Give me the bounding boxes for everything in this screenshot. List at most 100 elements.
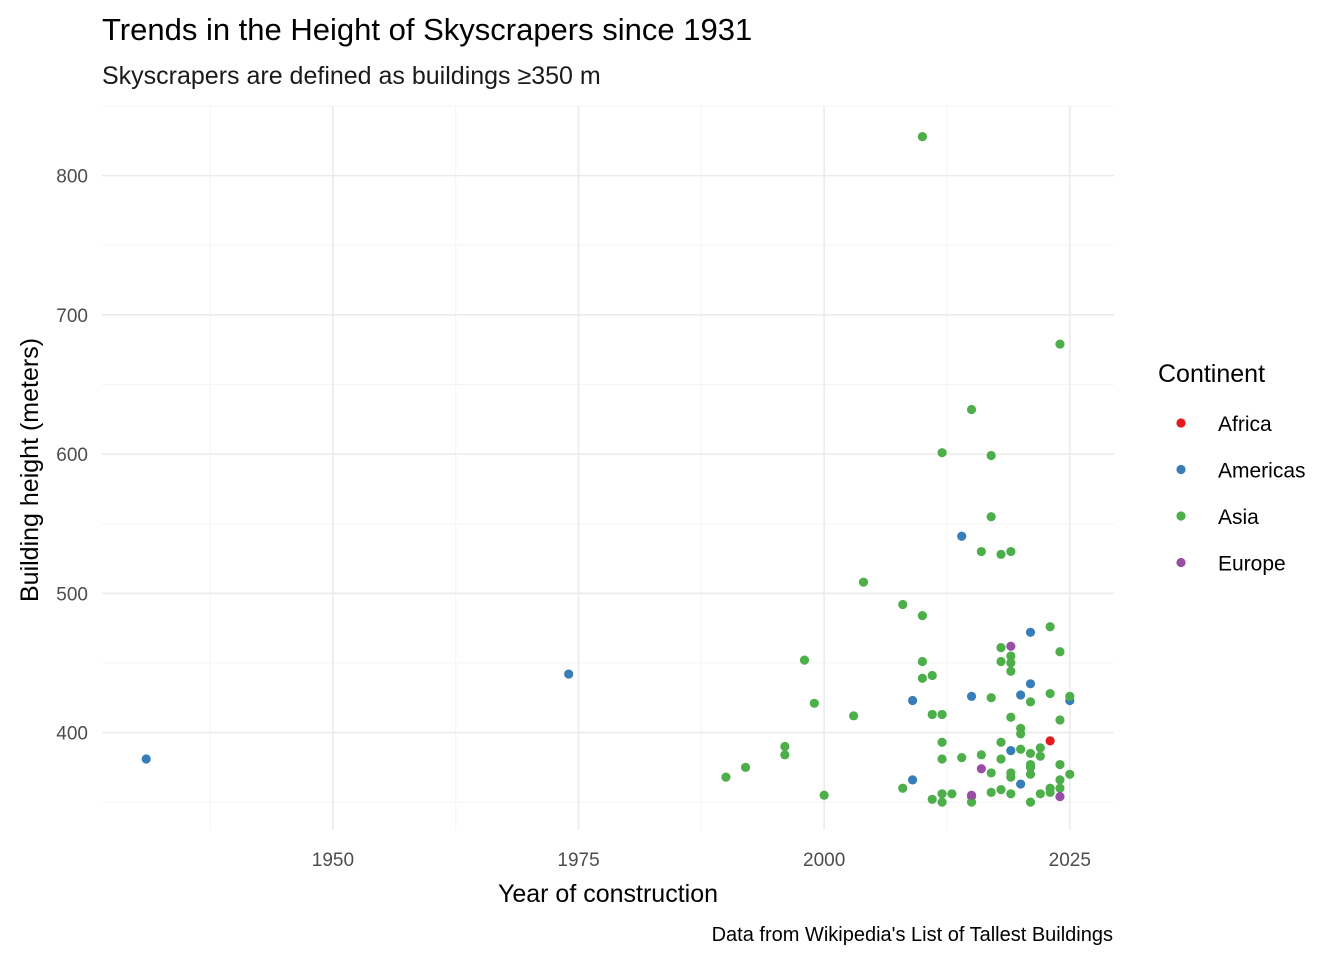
data-point [1016, 690, 1026, 700]
x-axis-ticks: 1950 1975 2000 2025 [312, 850, 1091, 871]
data-point [917, 673, 928, 683]
data-point [986, 768, 996, 778]
data-point [976, 750, 986, 760]
data-point [1035, 743, 1045, 753]
data-point [1055, 783, 1065, 793]
chart-caption: Data from Wikipedia's List of Tallest Bu… [712, 924, 1113, 946]
data-point [1045, 736, 1055, 746]
data-point [1055, 647, 1065, 657]
data-point [917, 656, 928, 667]
data-point [1055, 791, 1065, 802]
legend-title: Continent [1158, 360, 1265, 388]
legend-key [1176, 464, 1186, 475]
data-point [1006, 746, 1016, 756]
series-europe [966, 641, 1065, 802]
data-point [986, 787, 996, 798]
data-point [986, 512, 996, 522]
y-tick-label: 500 [56, 584, 88, 605]
data-point [927, 670, 937, 681]
data-point [986, 450, 996, 461]
data-point [1025, 697, 1036, 707]
data-point [976, 546, 986, 557]
data-point [1055, 775, 1065, 785]
series-americas [141, 531, 1075, 789]
data-point [1045, 622, 1055, 632]
data-point [1065, 691, 1075, 701]
data-point [740, 762, 751, 772]
data-point [907, 775, 918, 785]
data-point [966, 797, 977, 807]
data-point [986, 693, 996, 703]
y-tick-label: 700 [56, 306, 88, 327]
data-point [937, 754, 947, 764]
data-point [819, 790, 829, 800]
data-point [809, 698, 819, 708]
y-tick-label: 400 [56, 724, 88, 745]
data-point [937, 737, 947, 747]
data-point [1006, 546, 1016, 557]
y-tick-label: 800 [56, 167, 88, 188]
data-point [1025, 762, 1036, 772]
data-point [1025, 679, 1036, 689]
data-point [1035, 789, 1045, 799]
data-point [996, 785, 1006, 795]
data-point [1016, 744, 1026, 754]
data-point [917, 132, 928, 142]
data-point [1016, 729, 1026, 739]
data-point [937, 709, 947, 720]
data-point [937, 797, 947, 807]
chart-subtitle: Skyscrapers are defined as buildings ≥35… [102, 62, 601, 90]
legend-key [1176, 511, 1186, 521]
data-point [966, 404, 977, 415]
data-point [996, 643, 1006, 653]
data-point [1045, 787, 1055, 798]
data-point [947, 789, 957, 799]
data-point [996, 549, 1006, 559]
legend-key [1176, 557, 1186, 568]
data-point [1006, 666, 1016, 676]
data-point [917, 610, 928, 621]
data-point [996, 656, 1006, 667]
data-point [141, 754, 151, 764]
data-point [780, 750, 790, 760]
y-axis-ticks: 400 500 600 700 800 [56, 167, 88, 745]
series-africa [1045, 736, 1055, 746]
data-point [1025, 769, 1036, 779]
data-point [976, 764, 986, 774]
data-point [898, 783, 908, 793]
data-point [996, 737, 1006, 747]
data-point [1016, 779, 1026, 789]
data-point [898, 599, 908, 610]
data-point [966, 790, 977, 800]
data-point [1065, 769, 1075, 779]
y-tick-label: 600 [56, 445, 88, 466]
data-point [927, 794, 937, 804]
data-point [937, 789, 947, 799]
data-point [721, 772, 731, 782]
data-point [1006, 712, 1016, 722]
data-point [1025, 748, 1036, 759]
data-point [1006, 772, 1016, 782]
data-point [957, 531, 967, 541]
data-point [1025, 627, 1036, 637]
x-tick-label: 2000 [803, 850, 845, 871]
legend: Continent Africa Americas Asia Europe [1158, 360, 1306, 576]
data-point [1006, 789, 1016, 799]
y-axis-title: Building height (meters) [16, 338, 44, 602]
plot-grid [102, 105, 1114, 830]
data-point [1045, 688, 1055, 699]
x-axis-title: Year of construction [498, 880, 718, 908]
series-asia [721, 132, 1075, 807]
chart-title: Trends in the Height of Skyscrapers sinc… [102, 12, 752, 47]
legend-key [1176, 418, 1186, 428]
data-point [780, 741, 790, 752]
data-points [141, 132, 1075, 807]
data-point [799, 655, 810, 665]
data-point [1055, 339, 1065, 349]
x-tick-label: 1950 [312, 850, 354, 871]
data-point [1006, 651, 1016, 661]
data-point [1006, 658, 1016, 668]
data-point [1025, 797, 1036, 807]
x-tick-label: 2025 [1049, 850, 1091, 871]
